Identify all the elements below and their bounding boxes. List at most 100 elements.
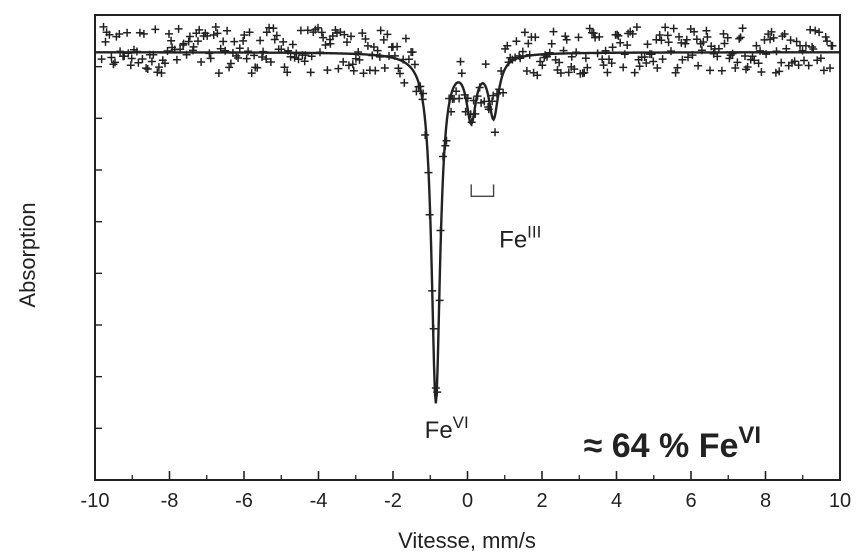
data-point	[599, 61, 608, 70]
y-axis-title: Absorption	[15, 202, 40, 307]
data-point	[632, 23, 641, 32]
data-point	[219, 37, 228, 46]
data-point	[583, 63, 592, 72]
data-point	[614, 31, 623, 40]
data-point	[379, 35, 388, 44]
data-point	[580, 68, 589, 77]
data-point	[823, 37, 831, 46]
data-point	[663, 31, 672, 40]
data-point	[767, 27, 776, 36]
data-points	[97, 22, 837, 397]
data-point	[400, 78, 409, 87]
data-point	[347, 32, 355, 41]
data-point	[613, 30, 622, 39]
plot-frame	[94, 14, 841, 481]
data-point	[410, 60, 419, 69]
data-point	[404, 55, 413, 64]
data-point	[358, 29, 367, 38]
data-point	[126, 61, 135, 70]
data-point	[723, 33, 732, 42]
data-point	[213, 29, 222, 38]
data-point	[442, 136, 451, 145]
data-point	[101, 37, 110, 46]
data-point	[211, 23, 220, 31]
data-point	[226, 59, 235, 68]
data-point	[306, 68, 315, 77]
data-point	[286, 52, 295, 61]
data-point	[283, 68, 292, 77]
data-point	[239, 36, 248, 45]
data-point	[491, 128, 499, 137]
data-point	[713, 52, 722, 61]
data-point	[801, 41, 810, 50]
x-tick-labels: -10 -8 -6 -4 -2 0 2 4 6 8 10	[81, 490, 852, 512]
data-point	[272, 31, 281, 40]
data-point	[296, 26, 305, 35]
data-point	[256, 36, 265, 45]
data-point	[547, 39, 556, 48]
data-point	[319, 33, 328, 42]
data-point	[657, 36, 666, 45]
x-tick-label: -4	[310, 490, 328, 512]
data-point	[717, 66, 726, 75]
data-point	[185, 32, 194, 41]
data-point	[157, 69, 166, 77]
data-point	[147, 57, 156, 66]
data-point	[279, 37, 288, 46]
x-tick-label: 10	[829, 490, 851, 512]
annotation-percent-fe-vi: ≈ 64 % FeVI	[584, 422, 761, 465]
data-point	[562, 35, 571, 44]
data-point	[664, 38, 673, 47]
data-point	[800, 56, 808, 65]
data-point	[564, 68, 573, 77]
data-point	[775, 67, 784, 76]
data-point	[258, 53, 266, 61]
data-point	[522, 67, 531, 75]
data-point	[376, 26, 385, 35]
data-point	[371, 66, 380, 75]
data-point	[363, 41, 372, 50]
data-point	[811, 26, 820, 35]
data-point	[163, 47, 172, 55]
data-point	[206, 54, 215, 63]
data-point	[294, 55, 303, 64]
data-point	[585, 24, 594, 33]
x-tick-label: 0	[462, 490, 473, 512]
data-point	[756, 46, 765, 55]
data-point	[247, 69, 256, 78]
data-point	[135, 28, 144, 37]
data-point	[290, 53, 299, 62]
data-point	[616, 38, 625, 47]
data-point	[115, 30, 124, 38]
data-point	[138, 55, 147, 63]
data-point	[681, 39, 690, 48]
data-point	[154, 63, 163, 72]
data-point	[97, 55, 106, 64]
data-point	[703, 33, 712, 41]
data-point	[351, 54, 360, 63]
data-point	[555, 58, 564, 67]
data-point	[619, 63, 628, 72]
data-point	[581, 54, 590, 63]
data-point	[678, 55, 687, 64]
data-point	[607, 59, 616, 68]
data-point	[743, 63, 752, 71]
data-point	[369, 43, 378, 51]
data-point	[480, 97, 489, 106]
x-tick-label: -8	[161, 490, 179, 512]
data-point	[396, 69, 404, 78]
data-point	[766, 35, 775, 44]
data-point	[412, 87, 421, 96]
data-point	[574, 33, 583, 42]
x-tick-label: 6	[685, 490, 696, 512]
data-point	[328, 32, 337, 40]
data-point	[203, 31, 212, 40]
data-point	[223, 26, 232, 35]
data-point	[826, 64, 834, 73]
data-point	[608, 43, 617, 52]
data-point	[481, 60, 490, 69]
data-point	[214, 69, 223, 78]
data-point	[314, 23, 322, 32]
data-point	[816, 54, 825, 63]
data-point	[339, 57, 348, 66]
